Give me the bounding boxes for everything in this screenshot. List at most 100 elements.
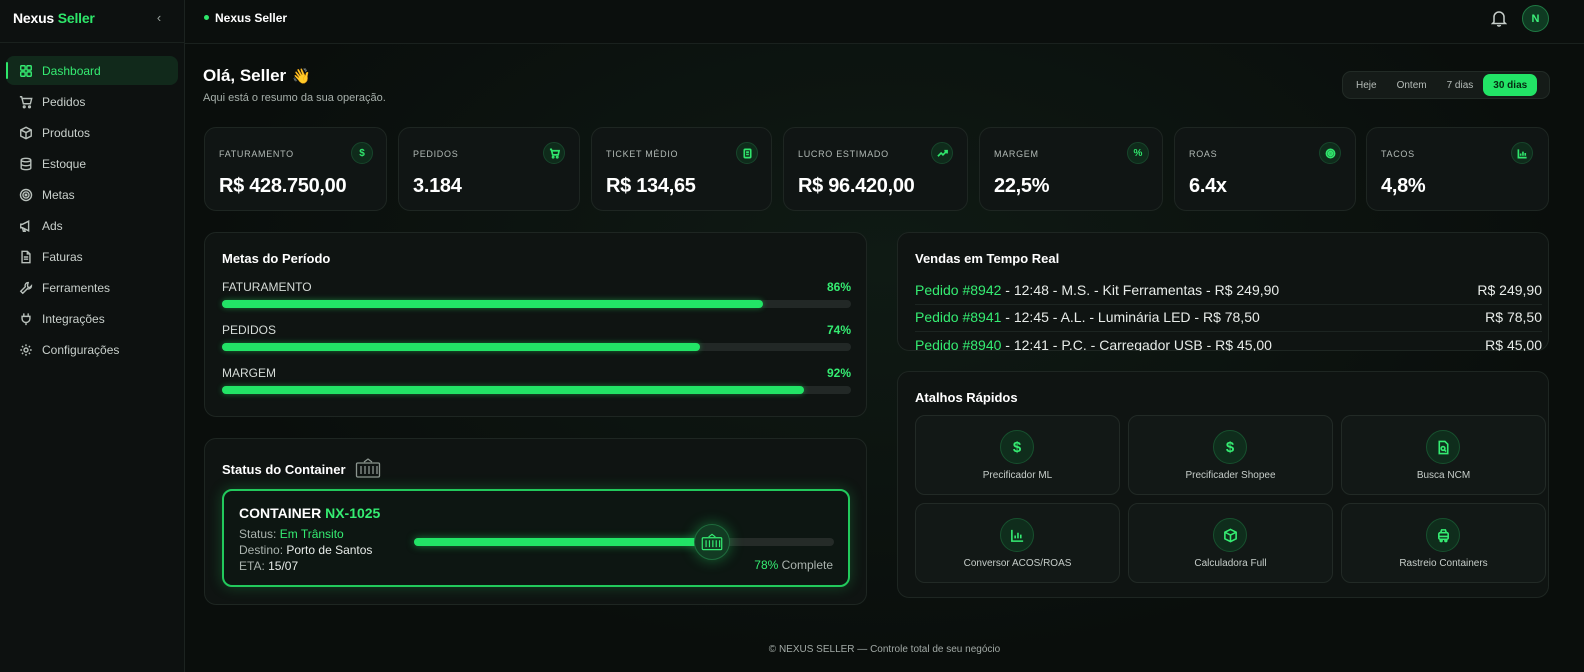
- container-tracker[interactable]: CONTAINER NX-1025 Status: Em Trânsito De…: [222, 489, 850, 587]
- shortcut-precificador-ml[interactable]: $ Precificador ML: [915, 415, 1120, 495]
- cart-icon: [18, 94, 34, 110]
- sidebar: Nexus Seller ‹ Dashboard Pedidos Produto…: [0, 0, 185, 672]
- avatar[interactable]: N: [1522, 5, 1549, 32]
- sidebar-item-dashboard[interactable]: Dashboard: [6, 56, 178, 85]
- plug-icon: [18, 311, 34, 327]
- kpi-card-pedidos[interactable]: PEDIDOS 3.184: [398, 127, 580, 211]
- container-progress-percent: 78%: [754, 558, 779, 572]
- kpi-row: FATURAMENTO $ R$ 428.750,00 PEDIDOS 3.18…: [204, 127, 1549, 211]
- sidebar-item-ferramentes[interactable]: Ferramentes: [6, 273, 178, 302]
- shortcut-busca-ncm[interactable]: Busca NCM: [1341, 415, 1546, 495]
- collapse-sidebar-button[interactable]: ‹: [156, 10, 162, 25]
- shortcut-rastreio-containers[interactable]: Rastreio Containers: [1341, 503, 1546, 583]
- shortcuts-title: Atalhos Rápidos: [915, 390, 1018, 405]
- target-icon: [18, 187, 34, 203]
- sidebar-item-label: Dashboard: [42, 63, 101, 78]
- bell-icon[interactable]: [1490, 9, 1508, 27]
- container-eta-line: ETA: 15/07: [239, 559, 298, 573]
- sidebar-item-pedidos[interactable]: Pedidos: [6, 87, 178, 116]
- sidebar-item-integracoes[interactable]: Integrações: [6, 304, 178, 333]
- sale-row[interactable]: Pedido #8942 - 12:48 - M.S. - Kit Ferram…: [915, 278, 1542, 305]
- sidebar-item-configuracoes[interactable]: Configurações: [6, 335, 178, 364]
- sidebar-item-produtos[interactable]: Produtos: [6, 118, 178, 147]
- percent-icon: %: [1127, 142, 1149, 164]
- date-range-selector: Heje Ontem 7 dias 30 dias: [1342, 71, 1550, 99]
- target-icon: [1319, 142, 1341, 164]
- kpi-value: R$ 134,65: [606, 175, 696, 197]
- sidebar-item-label: Metas: [42, 187, 75, 202]
- brand-logo[interactable]: Nexus Seller: [13, 10, 95, 26]
- box-icon: [1213, 518, 1247, 552]
- kpi-card-lucro-estimado[interactable]: LUCRO ESTIMADO R$ 96.420,00: [783, 127, 968, 211]
- destination-value: Porto de Santos: [286, 543, 373, 557]
- shipping-container-icon: [355, 458, 381, 478]
- kpi-value: 22,5%: [994, 175, 1050, 197]
- sale-detail: - 12:41 - P.C. - Carregador USB - R$ 45,…: [1001, 337, 1272, 351]
- file-search-icon: [1426, 430, 1460, 464]
- sidebar-item-faturas[interactable]: Faturas: [6, 242, 178, 271]
- sale-order-id: Pedido #8941: [915, 309, 1002, 325]
- container-status-card: Status do Container CONTAINER NX-1025 St…: [204, 438, 867, 605]
- cart-icon: [543, 142, 565, 164]
- shortcut-label: Calculadora Full: [1194, 558, 1267, 569]
- sale-row[interactable]: Pedido #8940 - 12:41 - P.C. - Carregador…: [915, 333, 1542, 351]
- container-status-line: Status: Em Trânsito: [239, 527, 344, 541]
- sales-title: Vendas em Tempo Real: [915, 251, 1060, 266]
- bar-chart-icon: [1000, 518, 1034, 552]
- container-name: CONTAINER NX-1025: [239, 505, 380, 521]
- goal-margem: MARGEM 92%: [222, 366, 851, 406]
- sidebar-item-estoque[interactable]: Estoque: [6, 149, 178, 178]
- shortcut-precificador-shopee[interactable]: $ Precificader Shopee: [1128, 415, 1333, 495]
- goal-label: MARGEM: [222, 366, 276, 380]
- sale-description: Pedido #8941 - 12:45 - A.L. - Luminária …: [915, 309, 1260, 325]
- goal-progress-fill: [222, 300, 763, 308]
- sidebar-item-label: Integrações: [42, 311, 105, 326]
- sale-description: Pedido #8942 - 12:48 - M.S. - Kit Ferram…: [915, 282, 1279, 298]
- sidebar-item-ads[interactable]: Ads: [6, 211, 178, 240]
- goal-percent: 86%: [826, 280, 851, 294]
- kpi-card-margem[interactable]: MARGEM % 22,5%: [979, 127, 1163, 211]
- container-id: NX-1025: [325, 505, 381, 521]
- trend-up-icon: [931, 142, 953, 164]
- range-30-days-button[interactable]: 30 dias: [1483, 74, 1538, 96]
- kpi-card-faturamento[interactable]: FATURAMENTO $ R$ 428.750,00: [204, 127, 387, 211]
- goal-percent: 74%: [826, 323, 851, 337]
- page-title: Olá, Seller 👋: [203, 66, 311, 86]
- sidebar-item-label: Ferramentes: [42, 280, 111, 295]
- sidebar-item-metas[interactable]: Metas: [6, 180, 178, 209]
- kpi-card-tacos[interactable]: TACOS 4,8%: [1366, 127, 1549, 211]
- sidebar-divider: [0, 42, 185, 43]
- container-name-prefix: CONTAINER: [239, 505, 322, 521]
- sale-amount: R$ 249,90: [1477, 282, 1542, 298]
- kpi-label: PEDIDOS: [413, 149, 459, 159]
- dollar-icon: $: [1000, 430, 1034, 464]
- shortcut-conversor-acos-roas[interactable]: Conversor ACOS/ROAS: [915, 503, 1120, 583]
- sidebar-nav: Dashboard Pedidos Produtos Estoque Metas…: [6, 56, 178, 366]
- goal-progress-fill: [222, 386, 804, 394]
- sale-description: Pedido #8940 - 12:41 - P.C. - Carregador…: [915, 337, 1272, 351]
- wrench-icon: [18, 280, 34, 296]
- goals-card: Metas do Período FATURAMENTO 86% PEDIDOS…: [204, 232, 867, 417]
- bar-chart-icon: [1511, 142, 1533, 164]
- kpi-card-ticket-medio[interactable]: TICKET MÉDIO R$ 134,65: [591, 127, 772, 211]
- range-today-button[interactable]: Heje: [1356, 79, 1377, 91]
- status-label: Status:: [239, 527, 277, 541]
- sidebar-item-label: Produtos: [42, 125, 91, 140]
- kpi-label: TICKET MÉDIO: [606, 149, 679, 159]
- container-card-title: Status do Container: [222, 457, 381, 479]
- megaphone-icon: [18, 218, 34, 234]
- kpi-value: 3.184: [413, 175, 462, 197]
- range-yesterday-button[interactable]: Ontem: [1396, 79, 1427, 91]
- status-value: Em Trânsito: [279, 527, 344, 541]
- eta-value: 15/07: [268, 559, 299, 573]
- box-icon: [18, 125, 34, 141]
- range-7-days-button[interactable]: 7 dias: [1446, 79, 1474, 91]
- kpi-label: FATURAMENTO: [219, 149, 294, 159]
- quick-shortcuts-card: Atalhos Rápidos $ Precificador ML $ Prec…: [897, 371, 1549, 598]
- kpi-card-roas[interactable]: ROAS 6.4x: [1174, 127, 1356, 211]
- goal-progress-track: [222, 343, 851, 351]
- shortcut-calculadora-full[interactable]: Calculadora Full: [1128, 503, 1333, 583]
- brand-main: Nexus: [13, 10, 55, 26]
- sale-row[interactable]: Pedido #8941 - 12:45 - A.L. - Luminária …: [915, 305, 1542, 332]
- container-progress-label: 78% Complete: [754, 558, 833, 572]
